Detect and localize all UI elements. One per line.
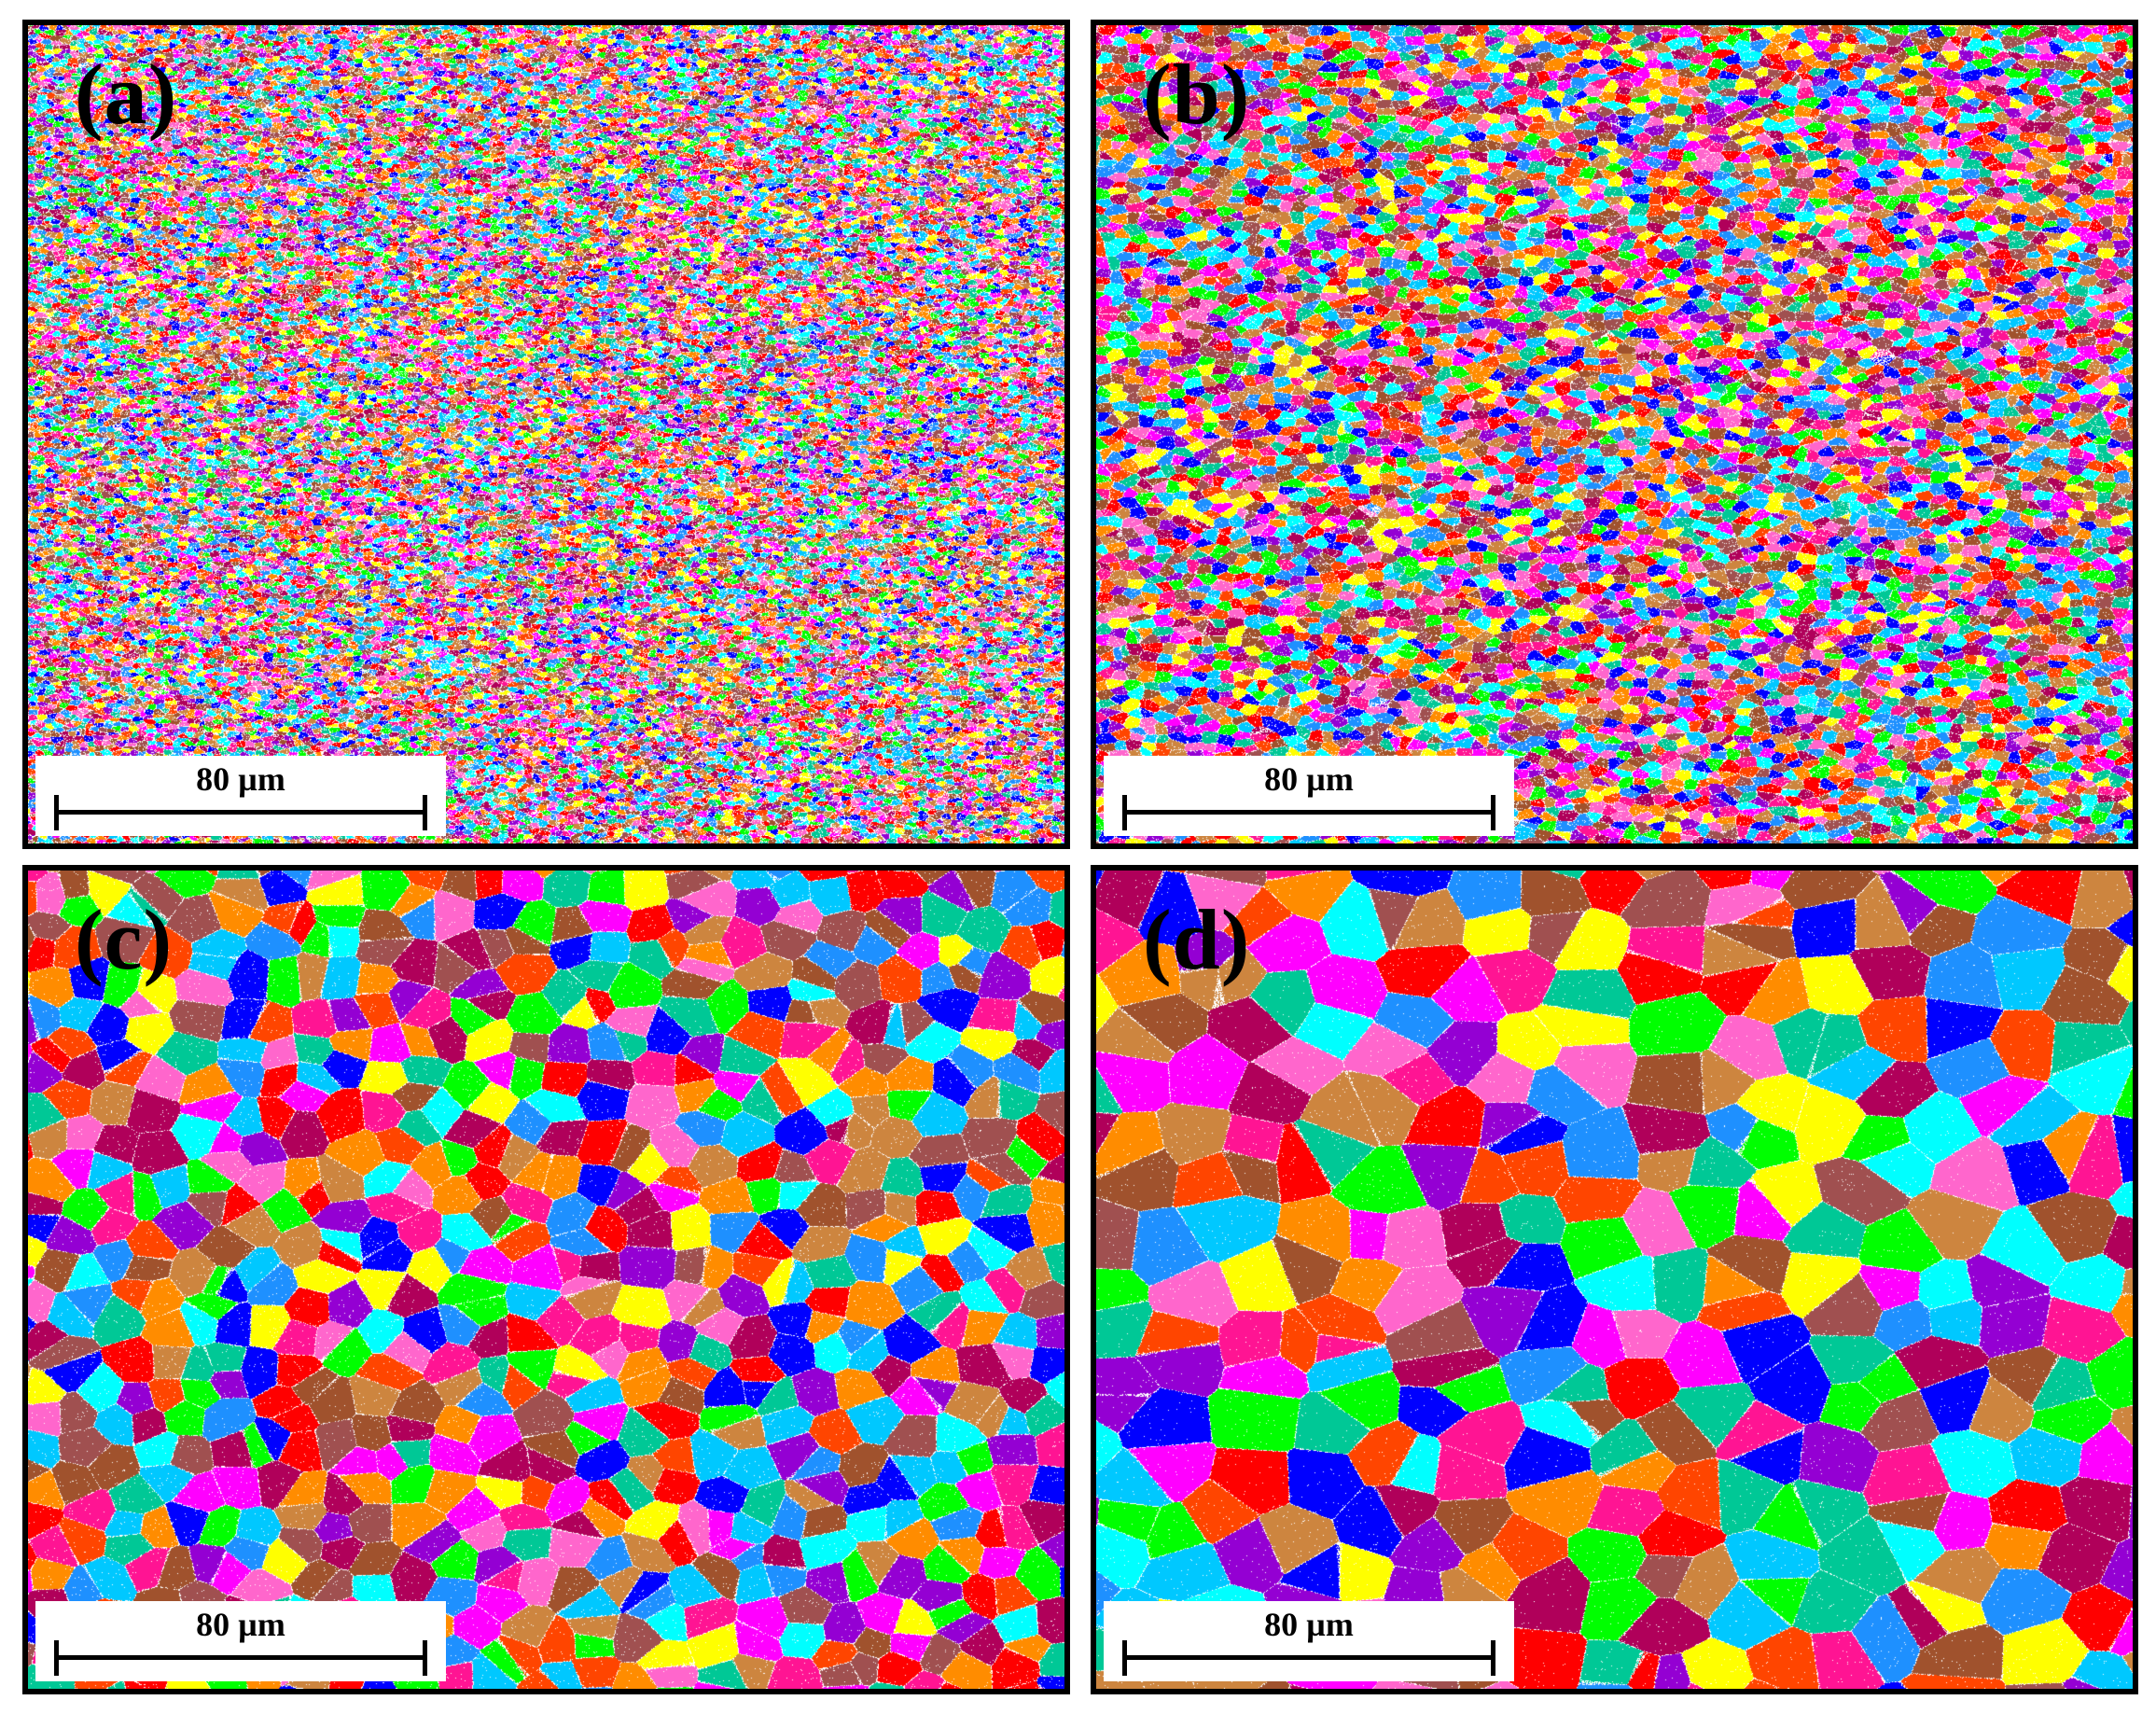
scale-text-a: 80 µm [196,760,285,798]
scale-line-a [56,810,425,815]
panel-label-d: (d) [1143,892,1251,987]
scale-tick-right-b [1491,795,1495,830]
scale-text-b: 80 µm [1264,760,1354,798]
panel-c-ebsd-map: (c) 80 µm [22,865,1070,1694]
panel-label-c: (c) [75,892,174,987]
panel-label-b: (b) [1143,47,1251,142]
scale-bar-c: 80 µm [35,1601,446,1681]
scale-bar-a: 80 µm [35,756,446,836]
scale-tick-right-d [1491,1640,1495,1676]
scale-bar-b: 80 µm [1104,756,1514,836]
scale-text-c: 80 µm [196,1606,285,1643]
panel-d-ebsd-map: (d) 80 µm [1091,865,2138,1694]
scale-line-c [56,1655,425,1660]
scale-text-d: 80 µm [1264,1606,1354,1643]
scale-tick-left-b [1122,795,1127,830]
scale-tick-right-c [423,1640,427,1676]
scale-bar-d: 80 µm [1104,1601,1514,1681]
panel-b-ebsd-map: (b) 80 µm [1091,20,2138,849]
panel-label-a: (a) [75,47,178,142]
grain-map-b [1096,25,2133,843]
scale-line-d [1124,1655,1494,1660]
panel-a-ebsd-map: (a) 80 µm [22,20,1070,849]
scale-line-b [1124,810,1494,815]
scale-tick-left-c [54,1640,59,1676]
scale-tick-left-a [54,795,59,830]
scale-tick-right-a [423,795,427,830]
scale-tick-left-d [1122,1640,1127,1676]
grain-map-c [28,871,1064,1689]
grain-map-a [28,25,1064,843]
grain-map-d [1096,871,2133,1689]
